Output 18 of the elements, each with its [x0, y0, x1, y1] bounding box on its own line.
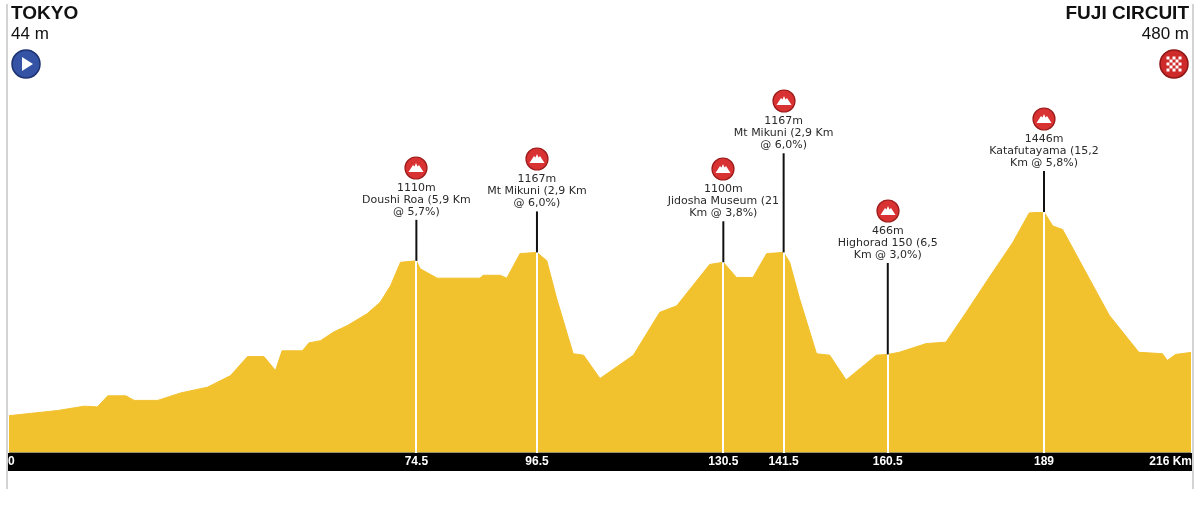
x-tick-label: 130.5	[708, 454, 739, 469]
text: FUJI CIRCUIT	[1065, 1, 1190, 23]
annotation: 466m Highorad 150 (6,5 Km @ 3,0%)	[837, 223, 938, 261]
text: 480 m	[1141, 24, 1189, 44]
x-tick-label: 0	[8, 454, 15, 469]
x-tick-label: 216 Km	[1149, 454, 1192, 469]
annotation: 1110m Doushi Roa (5,9 Km @ 5,7%)	[361, 180, 471, 218]
x-tick-label: 189	[1033, 454, 1055, 469]
annotation: 1100m Jidosha Museum (21 Km @ 3,8%)	[666, 182, 780, 220]
x-tick-label: 96.5	[525, 454, 549, 469]
x-tick-label: 141.5	[768, 454, 799, 469]
x-tick-label: 160.5	[872, 454, 904, 469]
annotation: 1446m Katafutayama (15,2 Km @ 5,8%)	[989, 131, 1099, 169]
annotation: 1167m Mt Mikuni (2,9 Km @ 6,0%)	[733, 114, 834, 152]
annotation: 1167m Mt Mikuni (2,9 Km @ 6,0%)	[487, 172, 587, 210]
text: 44 m	[11, 24, 49, 44]
x-tick-label: 74.5	[404, 454, 429, 469]
text: TOKYO	[11, 1, 79, 23]
